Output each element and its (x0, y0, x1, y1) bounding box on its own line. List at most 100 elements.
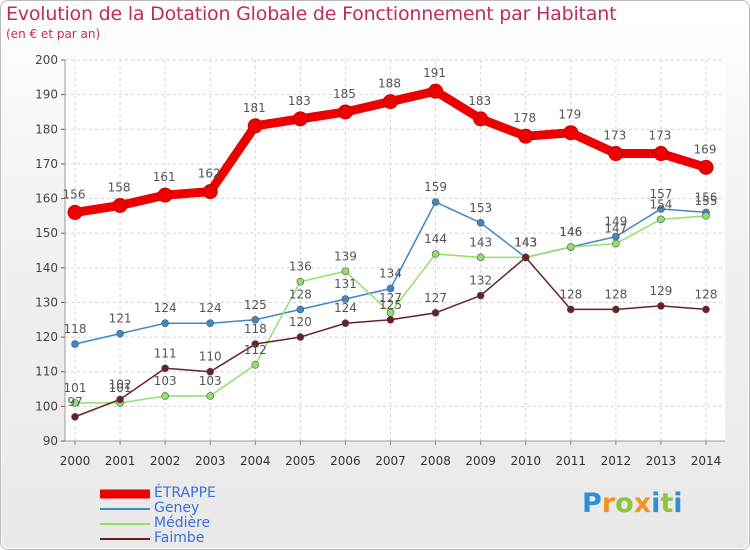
data-label: 144 (424, 232, 447, 246)
data-label: 157 (649, 187, 672, 201)
data-point (518, 128, 534, 144)
data-label: 103 (199, 374, 222, 388)
data-point (157, 187, 173, 203)
y-tick-label: 130 (35, 295, 58, 309)
y-tick-label: 160 (35, 192, 58, 206)
data-label: 118 (244, 322, 267, 336)
x-tick-label: 2013 (646, 454, 677, 468)
data-point (386, 284, 395, 293)
data-label: 128 (559, 287, 582, 301)
logo-letter: i (673, 488, 683, 519)
data-point (702, 212, 710, 220)
data-label: 191 (423, 66, 446, 80)
x-tick-label: 2000 (60, 454, 91, 468)
data-point (337, 104, 353, 120)
y-tick-label: 140 (35, 261, 58, 275)
data-label: 161 (153, 170, 176, 184)
data-label: 125 (379, 298, 402, 312)
chart-subtitle: (en € et par an) (6, 27, 101, 41)
data-point (476, 253, 485, 262)
data-point (67, 204, 83, 220)
y-tick-label: 120 (35, 330, 58, 344)
data-label: 134 (379, 267, 402, 281)
data-point (431, 250, 440, 258)
data-point (292, 111, 308, 127)
data-label: 143 (514, 235, 537, 249)
y-tick-label: 110 (35, 365, 58, 379)
data-label: 124 (199, 301, 222, 315)
data-label: 146 (559, 225, 582, 239)
data-label: 125 (244, 298, 267, 312)
data-label: 178 (513, 111, 536, 125)
data-label: 173 (603, 129, 626, 143)
data-point (116, 395, 124, 404)
logo-letter: i (651, 488, 661, 519)
data-label: 183 (468, 94, 491, 108)
x-tick-label: 2007 (375, 454, 406, 468)
data-point (657, 302, 665, 310)
x-tick-label: 2004 (240, 454, 271, 468)
y-tick-label: 180 (35, 122, 58, 136)
data-point (566, 243, 575, 251)
x-tick-label: 2003 (195, 454, 226, 468)
data-point (476, 291, 485, 300)
data-point (702, 305, 710, 314)
data-label: 102 (109, 377, 132, 391)
data-label: 128 (604, 287, 627, 301)
data-point (383, 94, 398, 110)
data-label: 110 (199, 350, 222, 364)
x-tick-label: 2014 (691, 454, 722, 468)
data-label: 139 (334, 249, 357, 263)
data-label: 159 (424, 180, 447, 194)
data-point (653, 146, 669, 162)
data-point (341, 267, 350, 276)
chart-title: Evolution de la Dotation Globale de Fonc… (6, 3, 617, 25)
data-label: 124 (334, 301, 357, 315)
proxiti-logo: Proxiti (582, 488, 683, 519)
data-label: 147 (604, 222, 627, 236)
data-label: 156 (695, 190, 718, 204)
data-label: 103 (154, 374, 177, 388)
data-label: 127 (379, 291, 402, 305)
data-point (251, 360, 260, 369)
data-point (112, 197, 128, 213)
logo-letter: P (582, 488, 602, 519)
data-label: 158 (108, 180, 131, 194)
x-tick-label: 2010 (510, 454, 541, 468)
data-point (341, 319, 350, 328)
data-label: 154 (649, 197, 672, 211)
data-point (431, 198, 440, 206)
data-label: 97 (67, 395, 82, 409)
data-point (71, 340, 79, 348)
x-tick-label: 2009 (465, 454, 496, 468)
data-point (657, 215, 665, 224)
logo-letter: t (660, 488, 674, 519)
data-label: 185 (333, 87, 356, 101)
data-point (206, 392, 215, 400)
data-point (657, 205, 665, 213)
data-label: 169 (694, 142, 717, 156)
data-point (206, 319, 215, 328)
plot-area (65, 60, 725, 441)
data-point (296, 305, 305, 314)
y-tick-label: 90 (43, 434, 58, 448)
data-label: 156 (63, 187, 86, 201)
data-label: 183 (288, 94, 311, 108)
y-tick-label: 100 (35, 399, 58, 413)
data-label: 132 (469, 274, 492, 288)
data-label: 112 (244, 343, 267, 357)
data-point (296, 333, 305, 341)
data-point (563, 125, 579, 141)
x-tick-label: 2005 (285, 454, 316, 468)
data-point (251, 340, 260, 348)
data-label: 149 (604, 215, 627, 229)
x-tick-label: 2006 (330, 454, 361, 468)
data-label: 128 (289, 287, 312, 301)
data-label: 153 (469, 201, 492, 215)
y-tick-label: 150 (35, 226, 58, 240)
x-tick-label: 2012 (601, 454, 632, 468)
data-point (612, 305, 620, 314)
data-label: 120 (289, 315, 312, 329)
data-point (431, 309, 440, 317)
